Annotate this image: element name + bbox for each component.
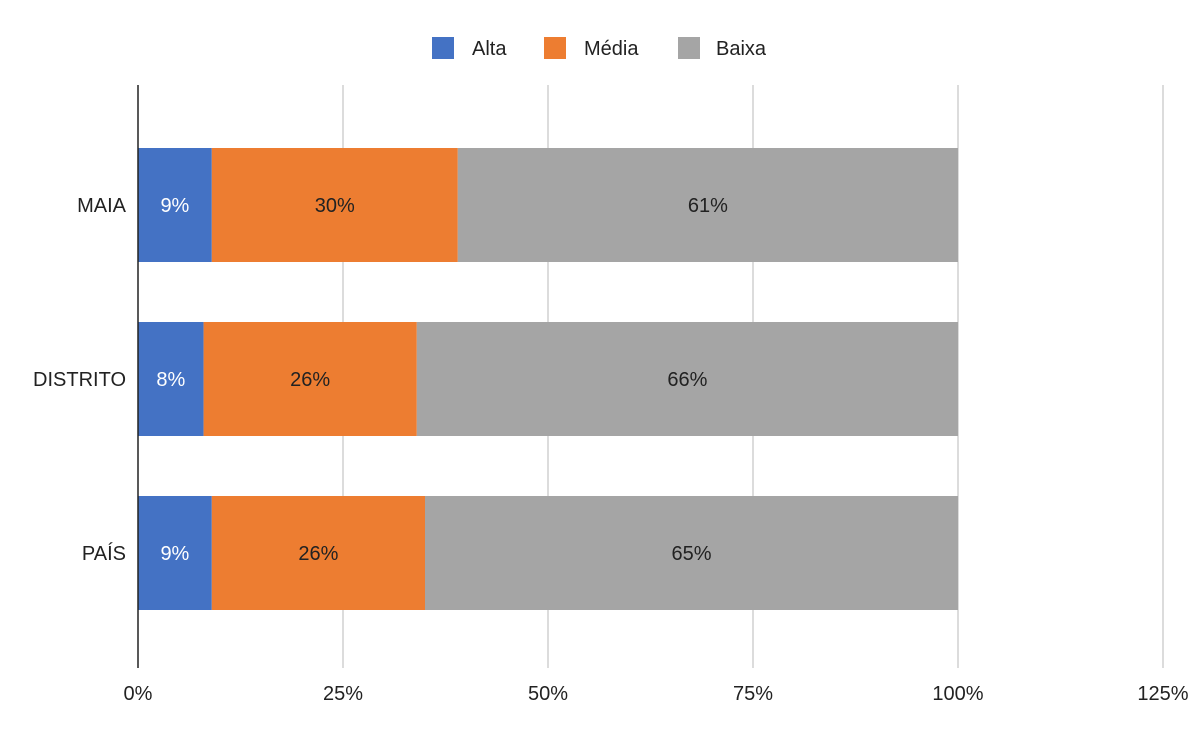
bar-media-maia — [211, 148, 458, 262]
legend-label: Média — [584, 38, 639, 60]
x-axis-ticks: 0% 25% 50% 75% 100% 125% — [124, 683, 1189, 705]
legend-swatch-baixa — [678, 37, 700, 59]
data-label: 61% — [688, 195, 728, 217]
category-label: MAIA — [77, 195, 127, 217]
data-label: 26% — [290, 369, 330, 391]
x-tick-label: 100% — [932, 683, 983, 705]
bar-alta-distrito — [138, 322, 204, 436]
x-tick-label: 25% — [323, 683, 363, 705]
legend-label: Baixa — [716, 38, 767, 60]
bar-media-pais — [211, 496, 425, 610]
bars: 9% 30% 61% 8% 26% 66% 9% 26% 65% — [138, 148, 958, 610]
bar-baixa-pais — [425, 496, 958, 610]
bar-baixa-maia — [457, 148, 958, 262]
legend-swatch-alta — [432, 37, 454, 59]
data-label: 65% — [671, 543, 711, 565]
data-label: 8% — [156, 369, 185, 391]
legend: Alta Média Baixa — [432, 37, 767, 60]
x-tick-label: 0% — [124, 683, 153, 705]
bar-alta-pais — [138, 496, 212, 610]
bar-media-distrito — [203, 322, 417, 436]
data-label: 66% — [667, 369, 707, 391]
bar-baixa-distrito — [416, 322, 958, 436]
category-label: PAÍS — [82, 542, 126, 565]
x-tick-label: 125% — [1137, 683, 1188, 705]
legend-swatch-media — [544, 37, 566, 59]
data-label: 9% — [160, 195, 189, 217]
bar-alta-maia — [138, 148, 212, 262]
x-tick-label: 50% — [528, 683, 568, 705]
data-label: 9% — [160, 543, 189, 565]
category-label: DISTRITO — [33, 369, 126, 391]
category-labels: MAIA DISTRITO PAÍS — [33, 195, 127, 565]
data-label: 30% — [315, 195, 355, 217]
data-label: 26% — [298, 543, 338, 565]
legend-label: Alta — [472, 38, 507, 60]
x-tick-label: 75% — [733, 683, 773, 705]
